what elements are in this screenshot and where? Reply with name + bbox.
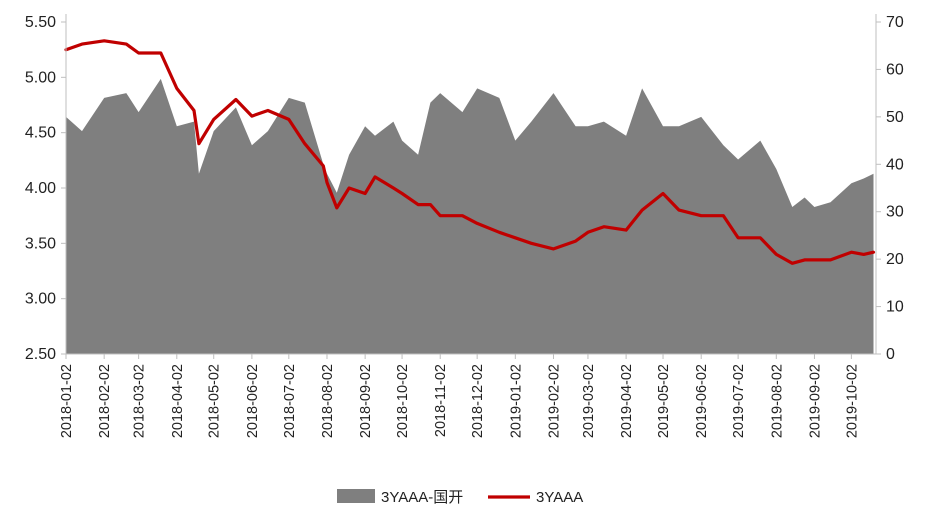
x-tick-label: 2018-06-02	[245, 364, 261, 438]
y-right-tick-label: 40	[886, 156, 904, 173]
series-line-3yaaa	[64, 39, 876, 265]
y-left-tick-label: 4.00	[25, 180, 56, 197]
legend-label-3yaaa-spread: 3YAAA-国开	[381, 489, 463, 506]
x-tick-label: 2018-11-02	[433, 364, 449, 437]
x-tick-label: 2019-05-02	[656, 364, 672, 438]
y-left-tick-label: 2.50	[25, 346, 56, 363]
axes-layer: 2.50 3.00 3.50 4.00 4.50 5.00 5.50 0 10 20 30 40 50 6…	[25, 14, 904, 438]
series-area-3yaaa-spread	[66, 78, 874, 355]
x-tick-label: 2019-02-02	[546, 364, 562, 438]
x-tick-label: 2018-09-02	[358, 364, 374, 438]
y-right-tick-label: 50	[886, 109, 904, 126]
x-tick-label: 2018-01-02	[59, 364, 75, 438]
x-tick-label: 2018-10-02	[395, 364, 411, 438]
y-left-tick-label: 4.50	[25, 125, 56, 142]
legend-label-3yaaa: 3YAAA	[536, 489, 583, 506]
x-tick-label: 2018-03-02	[132, 364, 148, 438]
x-tick-label: 2018-05-02	[207, 364, 223, 438]
y-right-tick-label: 10	[886, 299, 904, 316]
x-tick-label: 2018-02-02	[97, 364, 113, 438]
x-tick-label: 2019-03-02	[581, 364, 597, 438]
x-tick-label: 2018-04-02	[170, 364, 186, 438]
line-layer	[64, 39, 876, 265]
x-tick-label: 2018-08-02	[320, 364, 336, 438]
y-left-tick-label: 5.00	[25, 69, 56, 86]
x-tick-label: 2019-10-02	[844, 364, 860, 438]
x-tick-label: 2018-07-02	[282, 364, 298, 438]
x-tick-label: 2018-12-02	[470, 364, 486, 438]
area-layer	[66, 78, 874, 355]
y-right-tick-label: 30	[886, 204, 904, 221]
x-tick-label: 2019-06-02	[694, 364, 710, 438]
y-left-tick-label: 3.50	[25, 235, 56, 252]
y-right-tick-label: 60	[886, 61, 904, 78]
y-right-tick-label: 70	[886, 14, 904, 31]
legend-swatch-area	[337, 489, 375, 503]
y-left-tick-label: 5.50	[25, 14, 56, 31]
x-tick-label: 2019-04-02	[619, 364, 635, 438]
x-tick-label: 2019-08-02	[769, 364, 785, 438]
x-tick-label: 2019-07-02	[731, 364, 747, 438]
x-tick-label: 2019-09-02	[807, 364, 823, 438]
legend: 3YAAA-国开 3YAAA	[337, 489, 583, 506]
y-left-tick-label: 3.00	[25, 291, 56, 308]
x-tick-label: 2019-01-02	[508, 364, 524, 438]
y-right-tick-label: 0	[886, 346, 895, 363]
y-right-tick-label: 20	[886, 251, 904, 268]
